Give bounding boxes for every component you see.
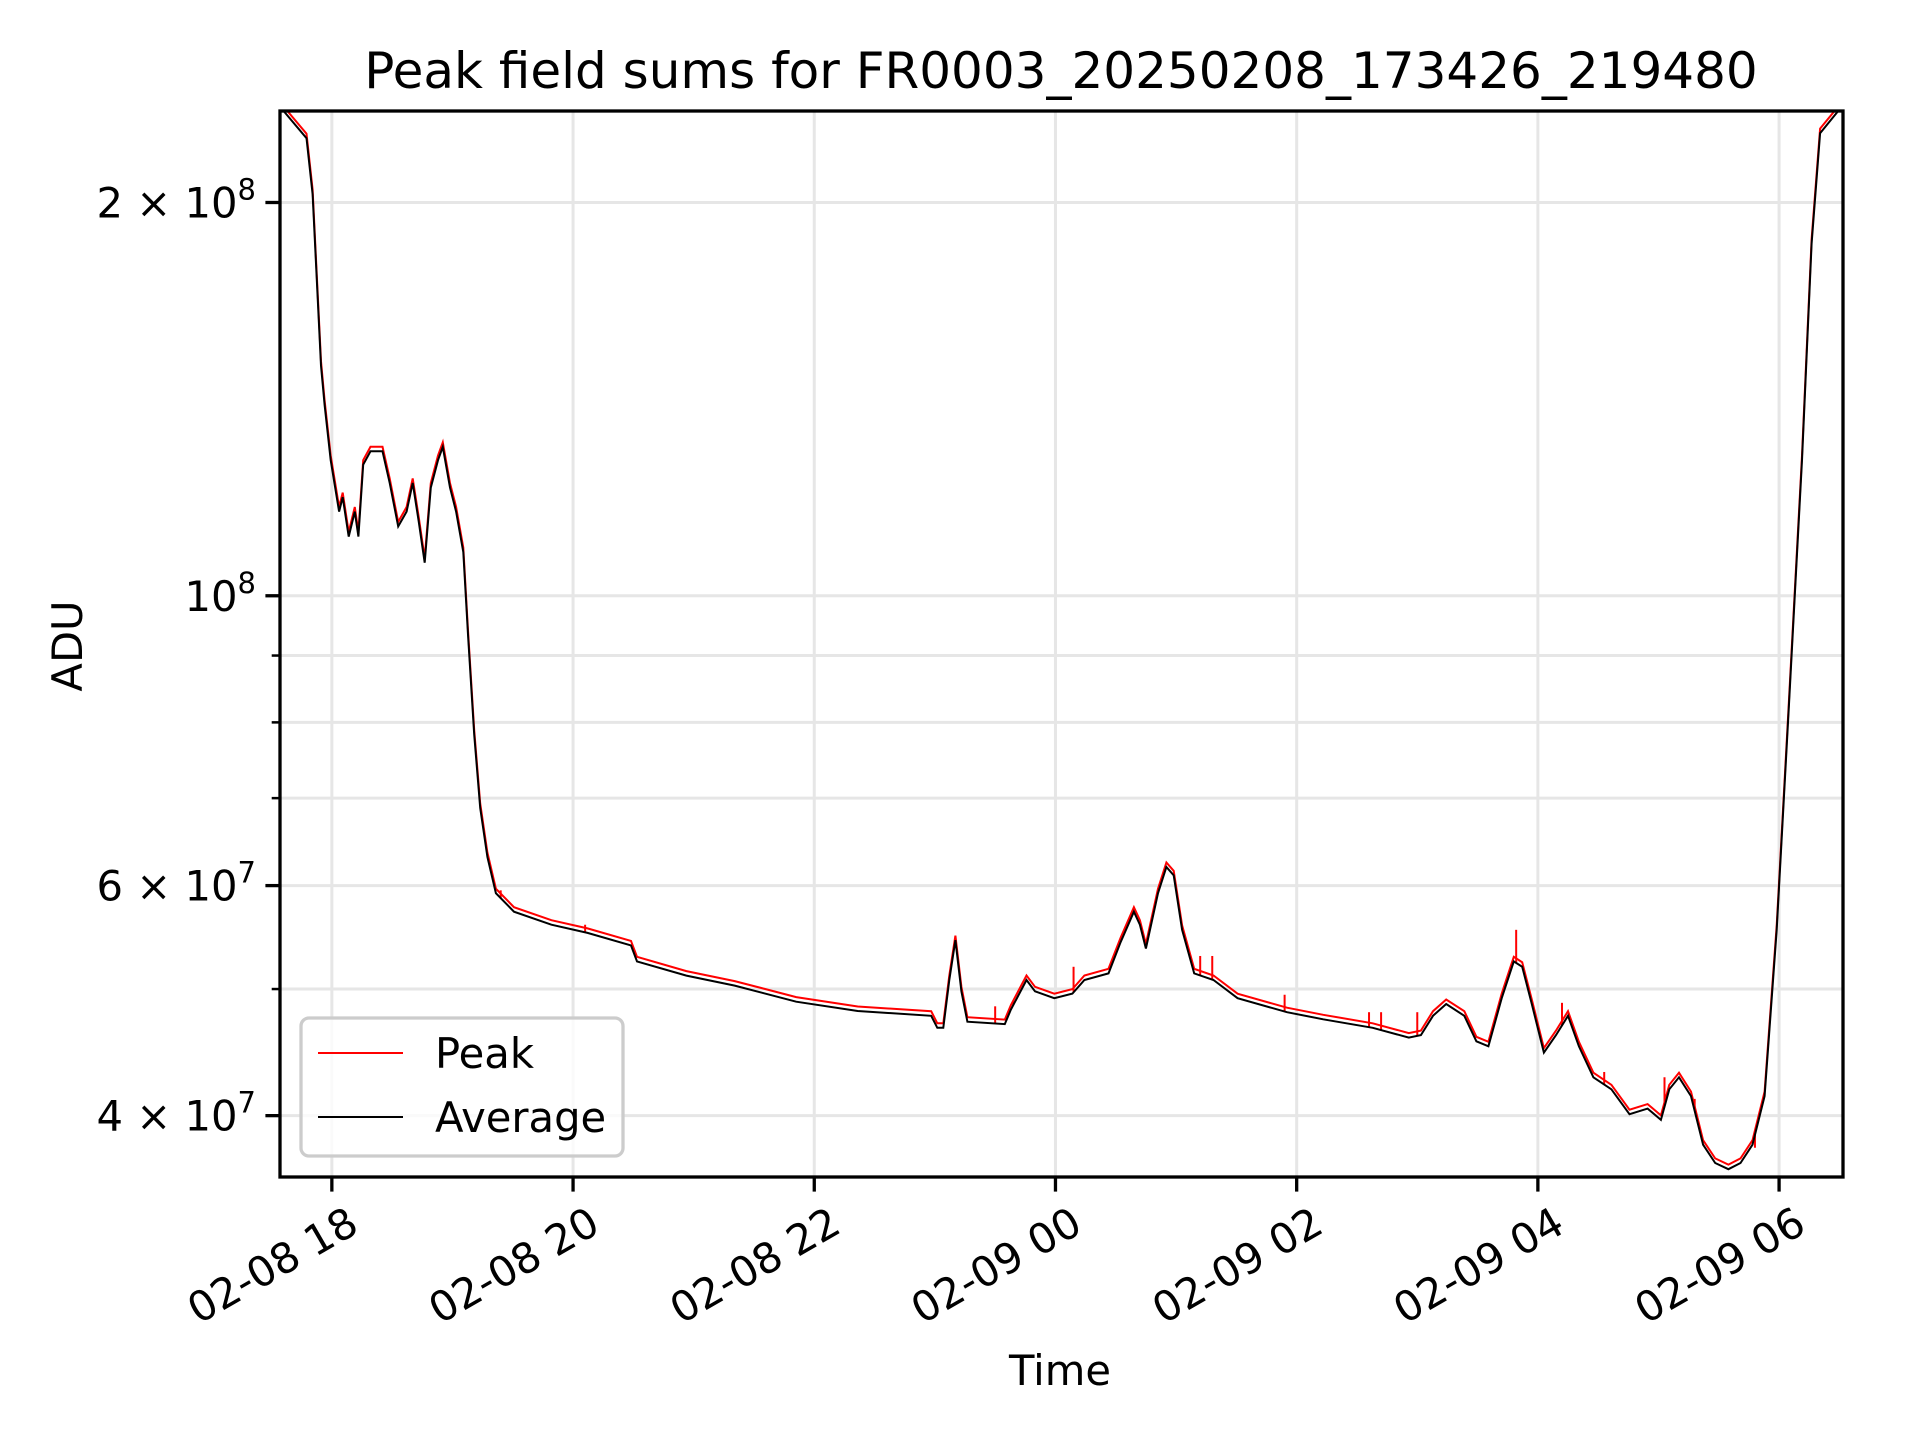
y-tick-label: 2 × 108	[97, 172, 256, 227]
legend-average-label: Average	[435, 1093, 606, 1142]
legend: Peak Average	[299, 1016, 625, 1158]
y-tick-label: 108	[185, 566, 257, 621]
y-tick-label: 6 × 107	[97, 856, 256, 911]
chart-title: Peak field sums for FR0003_20250208_1734…	[364, 42, 1757, 100]
x-axis-label: Time	[1008, 1346, 1111, 1395]
average-series-line	[282, 111, 1839, 1171]
y-axis-label: ADU	[43, 600, 92, 691]
y-axis: 2 × 108 108 6 × 107 4 × 107	[97, 172, 280, 1141]
plot-area	[282, 111, 1839, 1171]
legend-peak-label: Peak	[435, 1029, 535, 1078]
y-tick-label: 4 × 107	[97, 1086, 256, 1141]
axes-frame	[278, 109, 1845, 1179]
